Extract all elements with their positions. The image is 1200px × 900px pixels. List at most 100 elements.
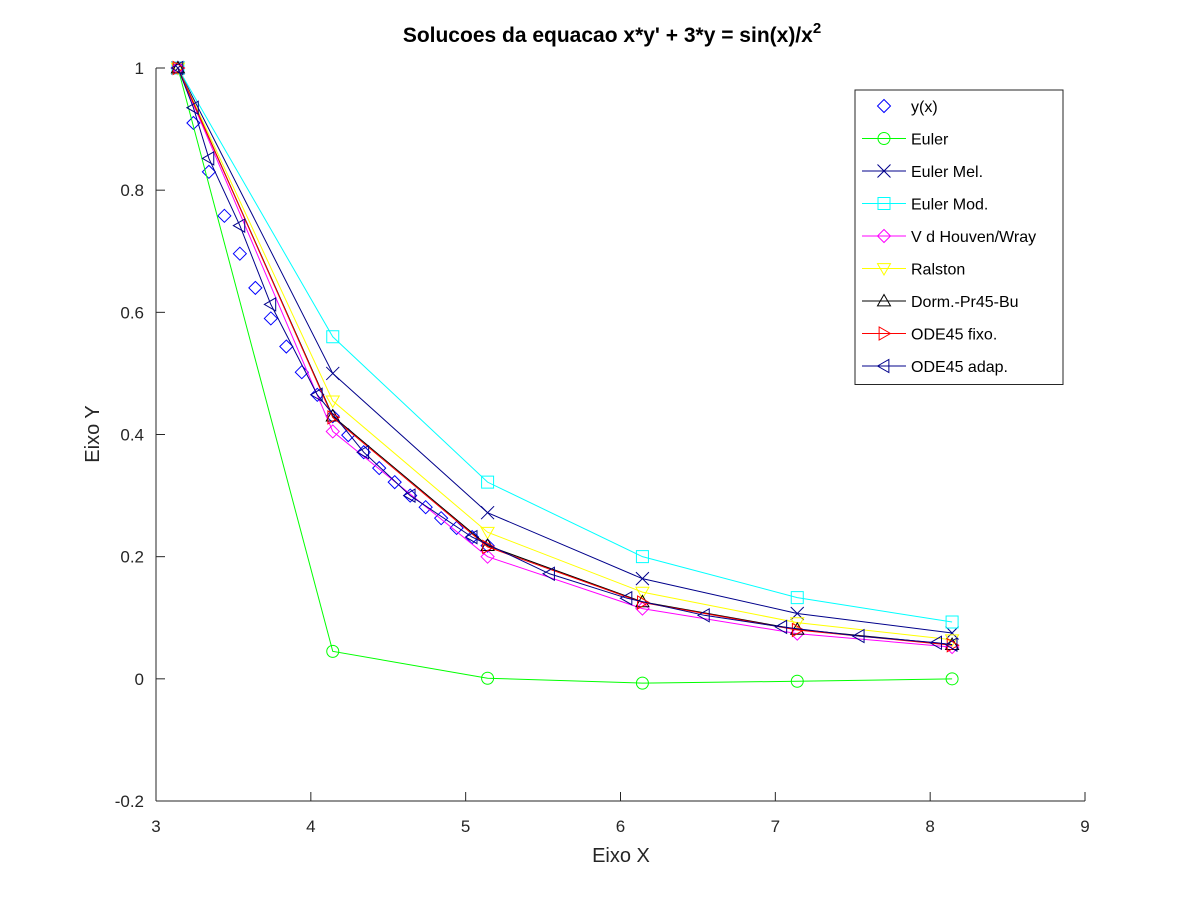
data-point [637,595,650,610]
data-point [201,151,215,166]
legend-item: ODE45 adap. [862,358,1008,376]
y-tick-label: 0 [135,670,144,689]
data-point [325,408,340,424]
legend-item: Ralston [862,262,965,279]
data-point [325,424,340,439]
legend-marker [876,98,892,114]
data-point [325,395,341,409]
data-point [482,539,496,555]
series-line [177,67,953,646]
x-axis-label: Eixo X [592,845,650,867]
data-point [248,280,263,296]
data-point [851,628,865,644]
series-8 [170,60,958,652]
data-point [481,475,495,489]
series-5 [170,62,960,648]
series-line [177,67,953,623]
data-point [263,311,279,326]
data-point [542,566,555,582]
legend-marker [876,228,892,244]
legend-item: Euler Mod. [862,197,988,214]
data-point [217,208,232,224]
legend-marker [878,326,892,341]
data-point [945,615,959,629]
data-point [929,635,942,651]
chart-title-superscript: 2 [813,20,821,37]
x-tick-label: 5 [461,817,470,836]
data-point [356,445,371,460]
y-tick-label: 0.4 [120,426,144,445]
data-point [170,60,184,76]
legend-label: Euler Mel. [911,164,983,181]
series-layer [170,60,960,690]
legend-item: V d Houven/Wray [862,228,1036,246]
legend-label: y(x) [911,99,938,116]
data-point [774,619,788,635]
series-7 [172,60,960,653]
data-point [356,444,370,460]
data-point [944,634,960,648]
data-point [185,100,199,116]
data-point [171,61,185,75]
x-tick-label: 3 [151,817,160,836]
y-tick-label: 0.6 [120,303,144,322]
legend-marker [877,164,891,178]
legend-label: ODE45 fixo. [911,327,997,344]
data-point [635,550,649,564]
data-point [402,488,416,503]
series-line [177,67,953,646]
x-tick-label: 6 [616,817,625,836]
legend-label: ODE45 adap. [911,359,1008,376]
legend-marker [877,197,891,210]
legend-item: ODE45 fixo. [862,326,997,344]
data-point [480,505,495,520]
legend-marker [876,263,892,277]
data-point [696,607,710,623]
data-point [635,571,650,586]
data-point [944,637,958,652]
data-point [279,339,294,354]
chart-title: Solucoes da equacao x*y' + 3*y = sin(x)/… [403,20,821,47]
x-tick-label: 8 [925,817,934,836]
series-4 [170,60,960,655]
series-line [177,67,953,684]
chart-title-main: Solucoes da equacao x*y' + 3*y = sin(x)/… [403,24,813,47]
series-line [177,67,953,641]
y-tick-label: 0.2 [120,548,144,567]
x-tick-label: 7 [771,817,780,836]
y-tick-label: 0.8 [120,181,144,200]
legend: y(x) Euler Euler Mel. Euler Mod. V d Houven/… [854,89,1064,385]
legend-item: Euler Mel. [862,164,983,181]
data-point [481,671,495,685]
data-point [635,586,650,600]
data-point [789,617,805,631]
data-point [791,622,805,638]
x-tick-label: 4 [306,817,315,836]
legend-marker [876,358,890,374]
data-point [790,591,804,605]
series-line [177,67,953,634]
data-point [635,676,649,690]
data-point [294,364,309,380]
series-line [177,67,953,648]
axes: 3 4 5 6 7 8 9 -0.2 0 0.2 0.4 0.6 0.8 1 [115,59,1090,836]
y-axis-label: Eixo Y [82,405,104,462]
series-0 [170,60,495,553]
legend-marker [876,293,892,307]
legend-label: Ralston [911,262,965,279]
y-tick-label: -0.2 [115,792,144,811]
data-point [790,674,804,688]
data-point [326,644,340,658]
series-line [177,67,953,646]
data-point [402,488,418,503]
data-point [945,626,959,640]
y-tick-label: 1 [135,59,144,78]
data-point [480,526,495,540]
data-point [387,474,402,490]
series-1 [171,61,959,690]
data-point [170,62,186,76]
legend-label: Euler [911,132,949,149]
legend-item: y(x) [876,98,938,116]
data-point [945,672,959,686]
